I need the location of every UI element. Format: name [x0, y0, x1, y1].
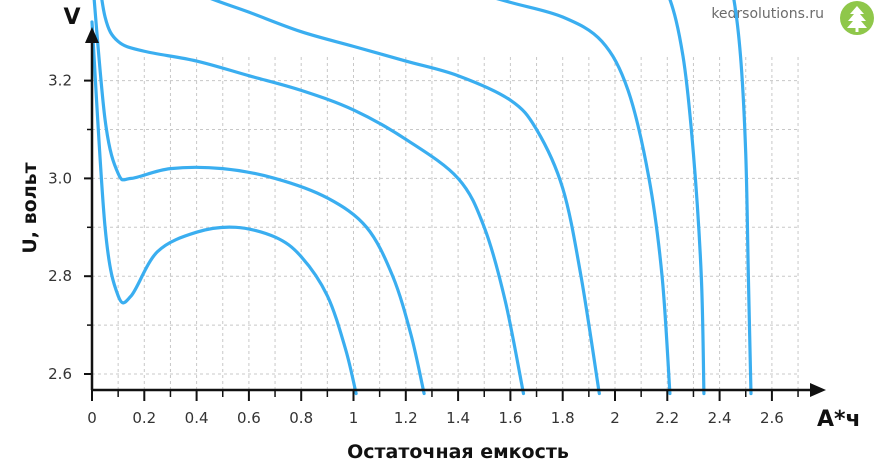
- x-tick-label: 0.2: [132, 409, 156, 427]
- chart-curves: [90, 0, 753, 396]
- x-tick-label: 0: [87, 409, 97, 427]
- tree-icon: [840, 1, 874, 35]
- x-tick-label: 0.4: [185, 409, 209, 427]
- x-tick-label: 1.8: [551, 409, 575, 427]
- x-tick-label: 2: [610, 409, 620, 427]
- chart-ticks: 0 0.2 0.4 0.6 0.8 1 1.2 1.4 1.6 1.8 2 2.2 2.4 2.6 2.6 2…: [48, 72, 799, 427]
- series-line-5: [100, 0, 526, 396]
- x-tick-label: 1.2: [394, 409, 418, 427]
- x-axis-arrow: [810, 383, 826, 397]
- y-axis-arrow: [85, 27, 99, 43]
- y-unit-label: V: [63, 5, 80, 30]
- series-line-6: [92, 0, 426, 396]
- x-tick-label: 2.2: [655, 409, 679, 427]
- y-tick-label: 2.8: [48, 267, 72, 285]
- x-tick-label: 0.6: [237, 409, 261, 427]
- x-tick-label: 2.6: [760, 409, 784, 427]
- y-tick-label: 3.2: [48, 72, 72, 90]
- x-tick-label: 0.8: [289, 409, 313, 427]
- series-line-2: [668, 0, 706, 396]
- x-unit-label: А*ч: [817, 407, 861, 432]
- series-line-1: [732, 0, 753, 396]
- y-axis-title: U, вольт: [19, 162, 41, 253]
- x-tick-label: 1: [349, 409, 359, 427]
- chart-grid: [92, 57, 800, 390]
- y-tick-label: 2.6: [48, 365, 72, 383]
- series-line-3: [496, 0, 672, 396]
- brand-site-name: kedrsolutions.ru: [711, 6, 824, 22]
- x-tick-label: 1.4: [446, 409, 470, 427]
- x-axis-title: Остаточная емкость: [347, 441, 569, 463]
- x-tick-label: 1.6: [498, 409, 522, 427]
- y-tick-label: 3.0: [48, 169, 72, 187]
- series-line-7: [90, 20, 358, 396]
- x-tick-label: 2.4: [708, 409, 732, 427]
- series-line-4: [210, 0, 601, 396]
- chart-axes: [85, 27, 826, 397]
